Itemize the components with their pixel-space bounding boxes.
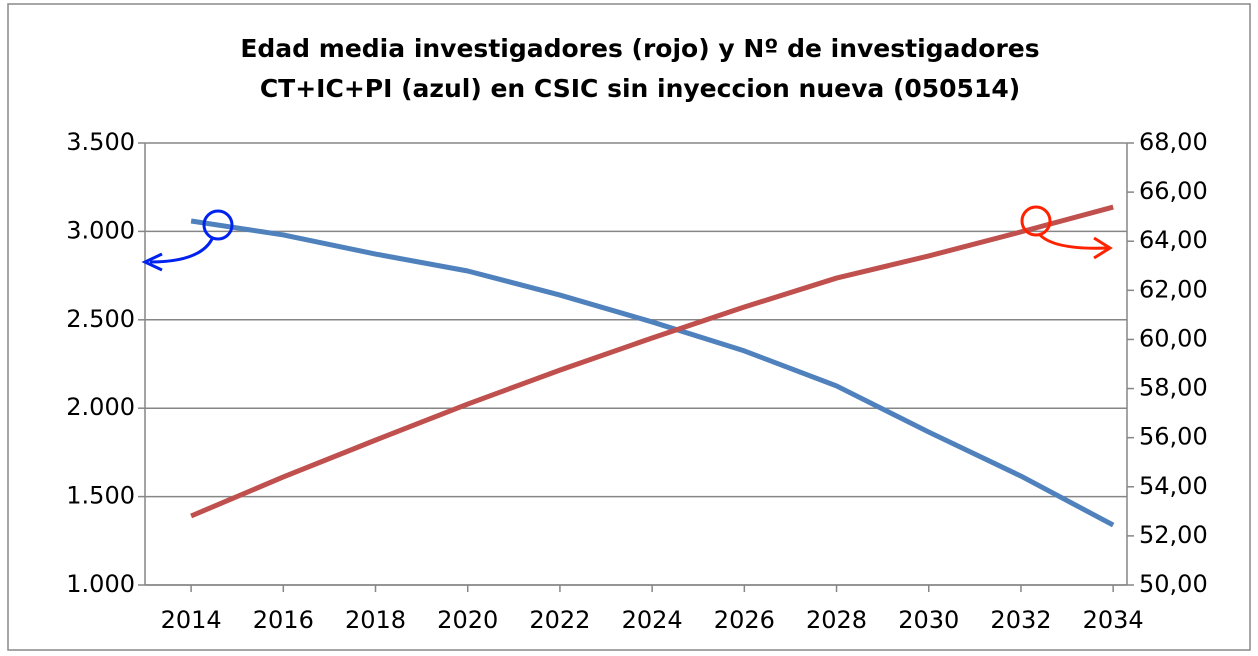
x-tick-label: 2024 [622, 606, 683, 634]
x-tick-label: 2026 [714, 606, 775, 634]
y-tick-label: 1.500 [66, 482, 135, 510]
y-tick-label: 3.500 [66, 128, 135, 156]
x-tick-label: 2018 [345, 606, 406, 634]
annotation-circle [202, 209, 234, 241]
y2-tick-label: 58,00 [1139, 374, 1208, 402]
annotations [141, 205, 1113, 272]
series-line [190, 218, 1115, 528]
y2-tick-label: 68,00 [1139, 128, 1208, 156]
y2-tick-label: 50,00 [1139, 570, 1208, 598]
chart-frame [7, 3, 1251, 651]
chart-title: Edad media investigadores (rojo) y Nº de… [240, 34, 1039, 63]
chart-title: CT+IC+PI (azul) en CSIC sin inyeccion nu… [260, 74, 1020, 103]
y2-tick-label: 54,00 [1139, 472, 1208, 500]
x-tick-label: 2014 [161, 606, 222, 634]
y-tick-label: 3.000 [66, 216, 135, 244]
x-tick-label: 2016 [253, 606, 314, 634]
x-tick-label: 2030 [898, 606, 959, 634]
annotation-arrow [149, 238, 214, 264]
x-tick-label: 2022 [529, 606, 590, 634]
y2-tick-label: 62,00 [1139, 275, 1208, 303]
y-tick-label: 2.000 [66, 393, 135, 421]
y2-tick-label: 52,00 [1139, 521, 1208, 549]
x-tick-label: 2020 [437, 606, 498, 634]
annotation-arrowhead [1093, 236, 1113, 260]
x-tick-label: 2034 [1083, 606, 1144, 634]
x-tick-label: 2028 [806, 606, 867, 634]
x-tick-label: 2032 [990, 606, 1051, 634]
y-tick-label: 1.000 [66, 570, 135, 598]
series-line [190, 204, 1114, 519]
annotation-arrowhead [141, 252, 163, 272]
plot-area: 1.000 1.500 2.000 2.500 3.000 3.500 50,00 52,00… [66, 128, 1207, 634]
annotation-circle [1020, 205, 1052, 237]
y2-tick-label: 64,00 [1139, 226, 1208, 254]
y2-tick-label: 66,00 [1139, 177, 1208, 205]
y2-tick-label: 56,00 [1139, 423, 1208, 451]
y2-tick-label: 60,00 [1139, 324, 1208, 352]
annotation-arrow [1038, 233, 1109, 250]
y-tick-label: 2.500 [66, 305, 135, 333]
